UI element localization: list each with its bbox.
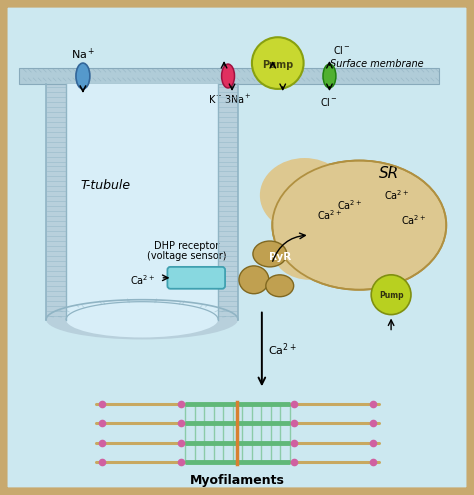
- Ellipse shape: [46, 299, 238, 340]
- Text: Ca$^{2+}$: Ca$^{2+}$: [268, 341, 297, 358]
- Text: Surface membrane: Surface membrane: [330, 59, 424, 69]
- Text: Pump: Pump: [379, 291, 403, 300]
- Ellipse shape: [239, 266, 269, 294]
- Text: T-tubule: T-tubule: [81, 179, 131, 192]
- Ellipse shape: [260, 158, 349, 233]
- Text: K$^+$: K$^+$: [208, 94, 222, 106]
- Bar: [218, 84, 238, 320]
- Ellipse shape: [323, 64, 336, 88]
- Ellipse shape: [272, 220, 347, 280]
- Text: 3Na$^+$: 3Na$^+$: [224, 94, 252, 106]
- Ellipse shape: [272, 160, 446, 290]
- Text: Ca$^{2+}$: Ca$^{2+}$: [317, 208, 342, 222]
- Text: 2K$^+$: 2K$^+$: [265, 46, 286, 59]
- Ellipse shape: [221, 64, 235, 88]
- Circle shape: [252, 37, 304, 89]
- Text: SR: SR: [379, 166, 399, 181]
- Ellipse shape: [266, 275, 294, 297]
- Bar: [19, 68, 439, 84]
- Text: Myofilaments: Myofilaments: [190, 474, 285, 487]
- Text: Cl$^-$: Cl$^-$: [333, 44, 351, 56]
- Circle shape: [371, 275, 411, 315]
- Ellipse shape: [76, 63, 90, 89]
- Text: Pump: Pump: [262, 60, 293, 70]
- Text: Ca$^{2+}$: Ca$^{2+}$: [130, 273, 155, 287]
- Text: Ca$^{2+}$: Ca$^{2+}$: [384, 189, 410, 202]
- FancyBboxPatch shape: [3, 3, 471, 492]
- Text: Ca$^{2+}$: Ca$^{2+}$: [337, 198, 362, 212]
- FancyBboxPatch shape: [167, 267, 225, 289]
- Text: RyR: RyR: [269, 252, 291, 262]
- Bar: [46, 84, 66, 320]
- Text: Cl$^-$: Cl$^-$: [320, 96, 338, 108]
- Text: Ca$^{2+}$: Ca$^{2+}$: [401, 213, 427, 227]
- Text: DHP receptor: DHP receptor: [154, 241, 219, 251]
- Text: (voltage sensor): (voltage sensor): [146, 251, 226, 261]
- Bar: [66, 84, 218, 320]
- Ellipse shape: [66, 301, 218, 338]
- Ellipse shape: [253, 241, 287, 267]
- Text: Na$^+$: Na$^+$: [71, 47, 95, 62]
